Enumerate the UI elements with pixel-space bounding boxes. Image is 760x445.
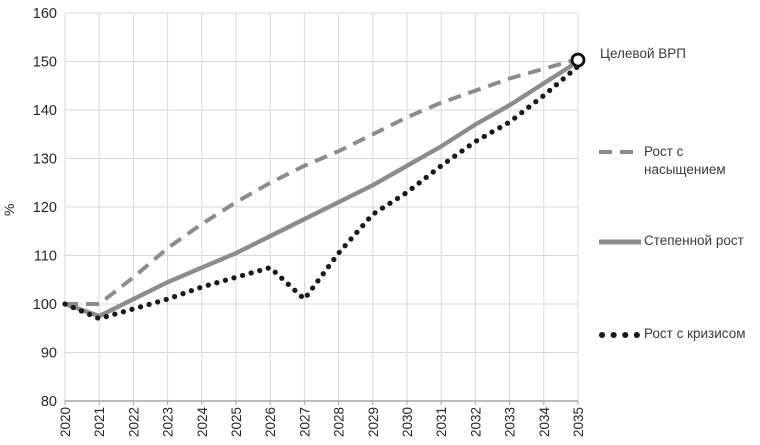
x-tick-label: 2023 xyxy=(161,407,176,437)
x-tick-label: 2028 xyxy=(332,407,347,437)
x-tick-label: 2020 xyxy=(58,407,73,437)
y-tick-label: 140 xyxy=(33,103,57,119)
dashed-line-swatch-icon xyxy=(599,150,641,154)
legend-label-crisis-growth: Рост с кризисом xyxy=(644,326,746,341)
x-tick-label: 2033 xyxy=(503,407,518,437)
x-tick-label: 2024 xyxy=(195,407,210,438)
legend-item-power-growth: Степенной рост xyxy=(598,233,744,248)
series-line-2 xyxy=(62,63,581,322)
dotted-line-swatch-icon xyxy=(599,332,642,338)
target-annotation-label: Целевой ВРП xyxy=(600,46,686,61)
y-tick-label: 90 xyxy=(41,346,57,362)
x-tick-label: 2027 xyxy=(297,407,312,437)
x-tick-label: 2026 xyxy=(263,407,278,437)
legend-item-saturation-growth: Рост с насыщением xyxy=(598,143,750,179)
y-tick-label: 160 xyxy=(33,6,57,22)
x-tick-label: 2035 xyxy=(571,407,586,437)
x-tick-label: 2021 xyxy=(92,407,107,437)
y-axis-title: % xyxy=(1,203,17,216)
legend-item-crisis-growth: Рост с кризисом xyxy=(598,326,745,341)
x-tick-label: 2029 xyxy=(366,407,381,437)
x-tick-label: 2022 xyxy=(126,407,141,437)
x-tick-label: 2031 xyxy=(434,407,449,437)
x-tick-label: 2032 xyxy=(468,407,483,437)
y-tick-label: 100 xyxy=(33,297,57,313)
series-line-0 xyxy=(65,57,579,306)
y-tick-label: 110 xyxy=(34,249,57,265)
y-tick-label: 150 xyxy=(33,55,57,71)
x-tick-label: 2025 xyxy=(229,407,244,437)
x-tick-label: 2030 xyxy=(400,407,415,437)
x-tick-label: 2034 xyxy=(537,407,552,438)
legend-label-power-growth: Степенной рост xyxy=(644,233,744,248)
target-marker-icon xyxy=(570,52,586,68)
y-tick-label: 120 xyxy=(33,200,57,216)
series-line-1 xyxy=(64,59,580,319)
y-tick-label: 130 xyxy=(33,152,57,168)
legend-label-saturation-growth: Рост с насыщением xyxy=(644,144,726,177)
y-tick-label: 80 xyxy=(41,394,57,410)
solid-line-swatch-icon xyxy=(599,239,641,245)
